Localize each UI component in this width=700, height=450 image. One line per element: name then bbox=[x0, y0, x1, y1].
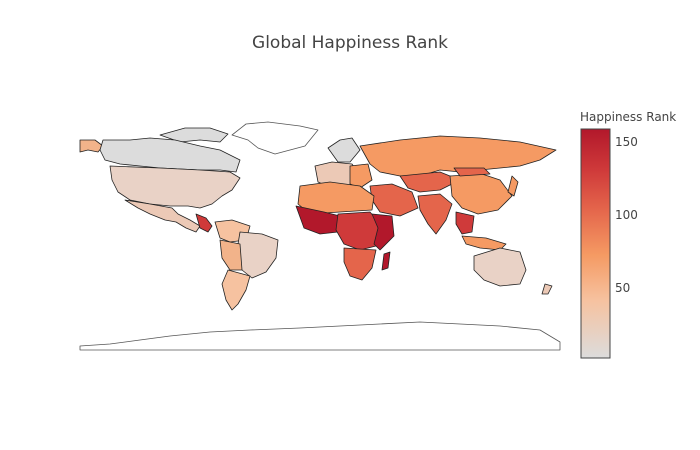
australia bbox=[473, 247, 527, 287]
usa bbox=[109, 165, 241, 209]
antarctica bbox=[79, 321, 561, 351]
east-africa bbox=[371, 213, 395, 251]
japan bbox=[507, 175, 519, 197]
canada bbox=[99, 137, 241, 173]
mexico bbox=[124, 199, 201, 233]
alaska bbox=[79, 139, 104, 153]
mongolia bbox=[453, 167, 491, 177]
central-america bbox=[195, 213, 213, 233]
russia bbox=[359, 135, 557, 177]
colorbar-gradient bbox=[580, 128, 611, 359]
colorbar-tick-50: 50 bbox=[615, 281, 631, 295]
scandinavia bbox=[327, 137, 361, 163]
new-zealand bbox=[541, 283, 553, 295]
brazil bbox=[235, 231, 279, 279]
central-asia bbox=[399, 171, 461, 193]
eastern-europe bbox=[349, 163, 373, 189]
argentina-chile bbox=[221, 269, 251, 311]
china bbox=[449, 173, 513, 215]
colorbar-tick-150: 150 bbox=[615, 135, 638, 149]
se-asia bbox=[455, 211, 475, 235]
india bbox=[417, 193, 453, 235]
colorbar-title: Happiness Rank bbox=[580, 110, 677, 124]
greenland bbox=[231, 121, 319, 155]
southern-africa bbox=[343, 247, 377, 281]
peru-bolivia bbox=[219, 239, 243, 271]
map-title: Global Happiness Rank bbox=[252, 33, 448, 53]
madagascar bbox=[381, 251, 391, 271]
colorbar-tick-100: 100 bbox=[615, 208, 638, 222]
